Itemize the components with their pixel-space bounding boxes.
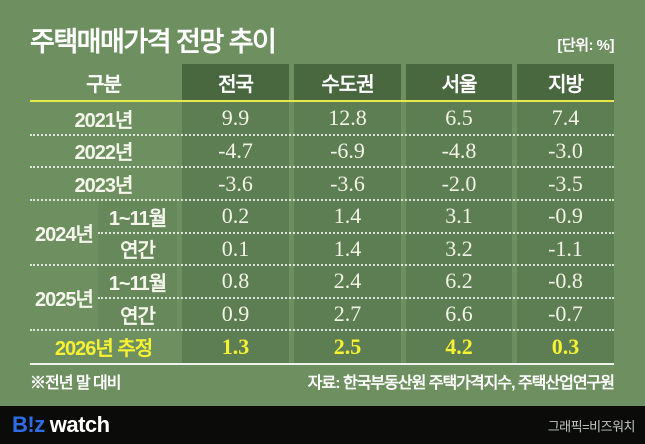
value-cell: -0.8	[548, 268, 583, 294]
row-separator	[30, 264, 614, 267]
value-cell: 0.3	[551, 333, 580, 359]
value-cell: -0.7	[548, 301, 583, 327]
value-cell: -1.1	[548, 235, 583, 261]
row-separator	[30, 133, 614, 136]
value-cell: -4.8	[441, 137, 477, 163]
value-cell: -3.6	[330, 170, 365, 196]
estimate-label: 2026년 추정	[54, 338, 153, 361]
value-cell: -0.9	[548, 203, 583, 229]
value-cell: 0.1	[221, 235, 250, 261]
footnote-source: 자료: 한국부동산원 주택가격지수, 주택산업연구원	[307, 375, 615, 392]
value-cell: 4.2	[445, 333, 473, 359]
value-cell: -2.0	[441, 170, 477, 196]
table-bottom-line	[30, 363, 614, 365]
period-label: 연간	[98, 297, 177, 331]
row-separator-partial	[98, 231, 614, 234]
year-label: 2022년	[74, 142, 134, 165]
forecast-table: 구분 전국 수도권 서울 지방 2021년 9.9 12.8 6.5 7.4 2022년 -…	[30, 64, 614, 365]
period-label: 1~11월	[98, 265, 177, 298]
value-cell: 0.8	[221, 268, 250, 294]
value-cell: 6.5	[445, 105, 473, 131]
value-cell: -3.5	[548, 170, 583, 196]
row-separator-partial	[98, 296, 614, 299]
footer-bar: B!z watch 그래픽=비즈워치	[0, 406, 645, 444]
period-label: 1~11월	[98, 199, 177, 233]
value-cell: 6.2	[445, 268, 473, 294]
page-title: 주택매매가격 전망 추이	[30, 27, 277, 58]
logo-biz-text: B!z	[12, 412, 45, 437]
year-label: 2024년	[35, 224, 94, 246]
year-label: 2023년	[74, 175, 134, 198]
graphic-credit: 그래픽=비즈워치	[547, 418, 636, 434]
row-separator	[30, 198, 614, 201]
footnotes: ※전년 말 대비 자료: 한국부동산원 주택가격지수, 주택산업연구원	[30, 369, 615, 393]
value-cell: 0.9	[221, 301, 250, 327]
value-cell: 12.8	[328, 105, 367, 131]
value-cell: 3.2	[445, 235, 473, 261]
header-seoul: 서울	[406, 64, 512, 100]
title-bar: 주택매매가격 전망 추이 [단위: %]	[30, 18, 614, 58]
header-regions: 지방	[517, 64, 614, 100]
value-cell: 1.3	[221, 333, 250, 359]
row-separator	[30, 166, 614, 169]
value-cell: -4.7	[218, 137, 253, 163]
value-cell: -6.9	[330, 137, 365, 163]
footnote-basis: ※전년 말 대비	[30, 375, 121, 392]
value-cell: -3.6	[218, 170, 253, 196]
year-label: 2025년	[35, 289, 94, 312]
period-label: 연간	[98, 232, 177, 266]
value-cell: 7.4	[551, 105, 580, 131]
bizwatch-logo: B!z watch	[12, 412, 110, 438]
year-label: 2021년	[74, 109, 134, 132]
value-cell: 3.1	[445, 203, 473, 229]
value-cell: 2.4	[333, 268, 362, 294]
table-header-row: 구분 전국 수도권 서울 지방	[30, 64, 614, 100]
value-cell: 1.4	[333, 235, 362, 261]
header-underline	[30, 100, 614, 102]
value-cell: -3.0	[548, 137, 583, 163]
value-cell: 2.5	[333, 333, 362, 359]
value-cell: 9.9	[221, 105, 250, 131]
value-cell: 0.2	[221, 203, 250, 229]
header-nationwide: 전국	[182, 64, 289, 100]
header-gubun: 구분	[86, 73, 122, 96]
row-separator	[30, 329, 614, 332]
header-capital-area: 수도권	[294, 64, 401, 100]
logo-watch-text: watch	[49, 412, 110, 437]
unit-label: [단위: %]	[557, 37, 614, 54]
value-cell: 2.7	[333, 301, 362, 327]
value-cell: 6.6	[445, 301, 473, 327]
table-body: 2021년 9.9 12.8 6.5 7.4 2022년 -4.7 -6.9 -4.8 -3.0 2…	[30, 102, 614, 363]
value-cell: 1.4	[333, 203, 362, 229]
